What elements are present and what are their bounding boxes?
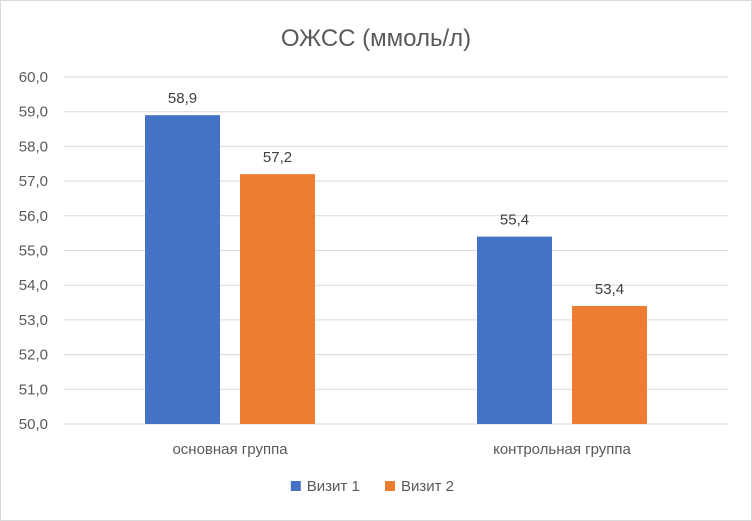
y-axis-ticks: 50,0 51,0 52,0 53,0 54,0 55,0 56,0 57,0 58,0 59,0… (19, 69, 48, 433)
data-label: 58,9 (168, 90, 197, 107)
bar (145, 115, 220, 425)
bar (240, 174, 315, 424)
data-labels: 58,9 57,2 55,4 53,4 (168, 90, 624, 298)
y-tick-label: 52,0 (19, 347, 48, 364)
data-label: 55,4 (500, 212, 529, 229)
bar (572, 306, 647, 424)
y-tick-label: 56,0 (19, 208, 48, 225)
y-tick-label: 55,0 (19, 243, 48, 260)
chart-title: ОЖСС (ммоль/л) (281, 25, 471, 52)
bar (477, 236, 552, 424)
y-tick-label: 50,0 (19, 416, 48, 433)
y-tick-label: 53,0 (19, 312, 48, 329)
data-label: 57,2 (263, 149, 292, 166)
y-tick-label: 51,0 (19, 381, 48, 398)
legend-swatch (385, 481, 395, 491)
legend-label: Визит 1 (307, 478, 360, 495)
category-labels: основная группа контрольная группа (172, 441, 631, 458)
bars (145, 115, 647, 425)
legend-swatch (290, 481, 301, 491)
legend: Визит 1 Визит 2 (290, 478, 454, 495)
y-tick-label: 60,0 (19, 69, 48, 86)
y-tick-label: 59,0 (19, 104, 48, 121)
y-tick-label: 57,0 (19, 173, 48, 190)
y-tick-label: 54,0 (19, 277, 48, 294)
x-category-label: контрольная группа (493, 441, 631, 458)
y-tick-label: 58,0 (19, 138, 48, 155)
legend-label: Визит 2 (401, 478, 454, 495)
x-category-label: основная группа (172, 441, 288, 458)
data-label: 53,4 (595, 281, 624, 298)
